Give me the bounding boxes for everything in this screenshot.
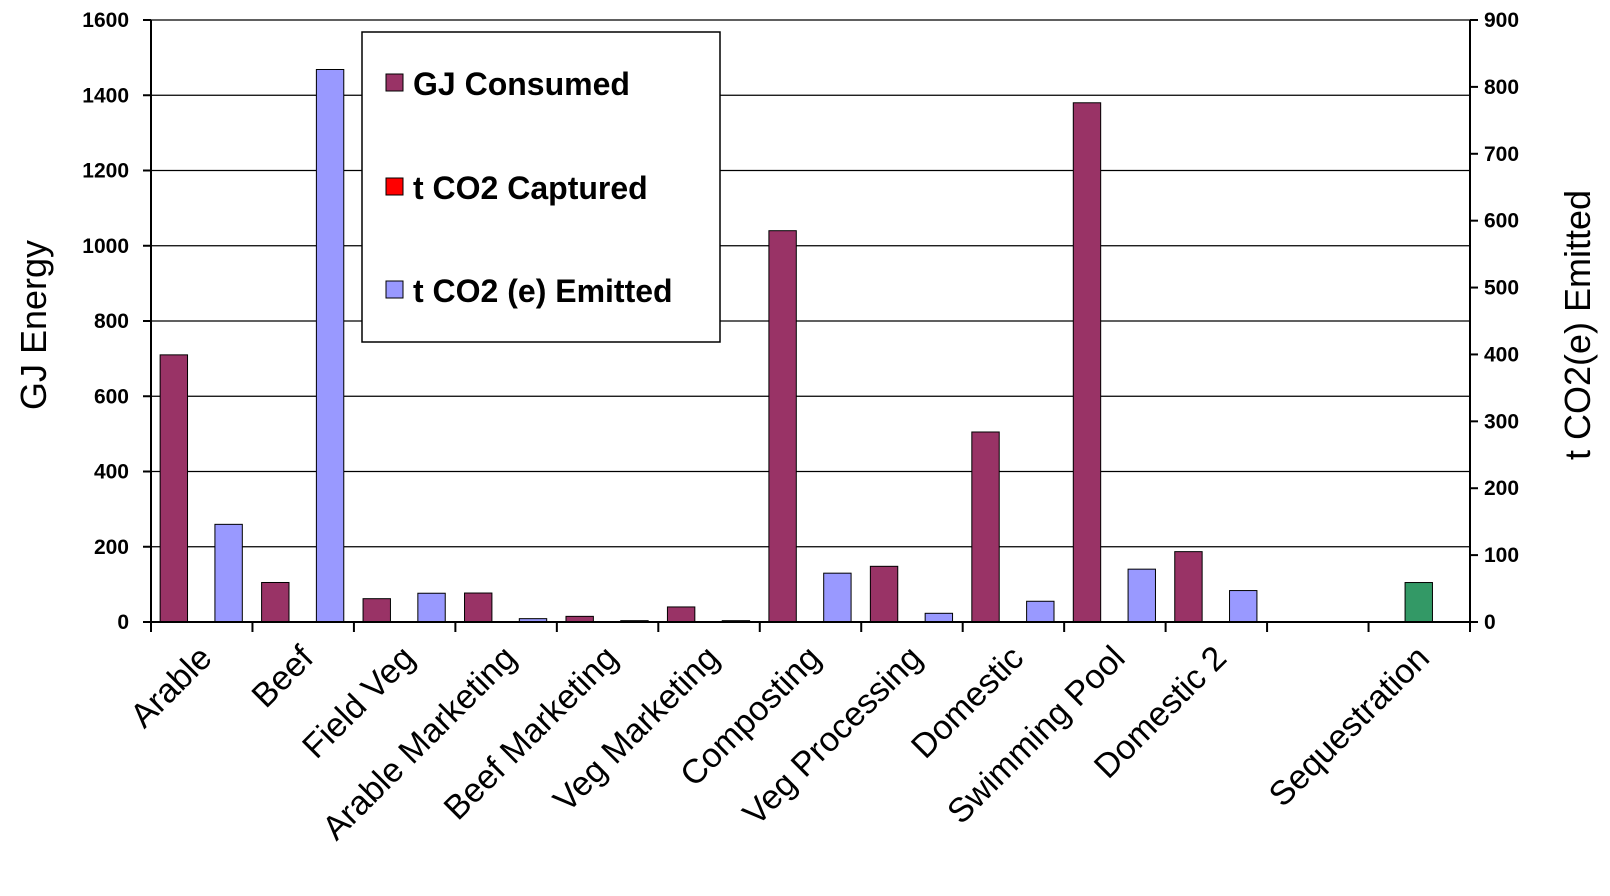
y-ticks-left: 0 200 400 600 800 1000 1200 1400 1600 [82, 9, 151, 634]
y-ticks-right: 0 100 200 300 400 500 600 700 800 900 [1470, 9, 1519, 634]
gridlines [151, 19, 1470, 548]
y-tick-label: 1600 [82, 9, 129, 32]
legend: GJ Consumed t CO2 Captured t CO2 (e) Emi… [361, 31, 721, 343]
x-tick-label: Beef Marketing [437, 639, 626, 828]
bar-t-co2-e-emitted-8 [1026, 600, 1055, 623]
bar-t-co2-e-emitted-0 [214, 523, 243, 623]
legend-box [361, 31, 721, 343]
y-tick-label: 1200 [82, 160, 129, 183]
bar-t-co2-e-emitted-1 [315, 68, 345, 623]
bar-t-co2-e-emitted-2 [417, 592, 446, 623]
y-tick-label: 0 [117, 611, 129, 634]
bar-gj-consumed-5 [666, 606, 696, 623]
bar-t-co2-e-emitted-9 [1127, 568, 1156, 623]
bar-gj-consumed-1 [261, 581, 290, 623]
bar-gj-consumed-2 [362, 598, 391, 623]
y2-axis-title: t CO2(e) Emitted [1557, 190, 1598, 460]
legend-swatch-co2-emitted [385, 280, 404, 299]
y-tick-label: 400 [94, 461, 129, 484]
y-axis-title: GJ Energy [13, 240, 54, 410]
legend-entry-co2-captured: t CO2 Captured [385, 170, 648, 206]
bar-t-co2-e-emitted-7 [924, 612, 954, 623]
legend-label-gj-consumed: GJ Consumed [413, 66, 630, 102]
bar-gj-consumed-8 [971, 431, 1000, 623]
legend-label-co2-emitted: t CO2 (e) Emitted [413, 273, 673, 309]
bar-sequestration [1404, 582, 1433, 623]
x-tick-label: Swimming Pool [940, 639, 1133, 832]
y2-tick-label: 800 [1484, 76, 1519, 99]
bar-gj-consumed-7 [869, 565, 899, 623]
y-tick-label: 200 [94, 536, 129, 559]
y2-tick-label: 700 [1484, 143, 1519, 166]
legend-entry-co2-emitted: t CO2 (e) Emitted [385, 273, 673, 309]
y2-tick-label: 0 [1484, 611, 1496, 634]
legend-swatch-co2-captured [385, 177, 404, 196]
legend-entry-gj-consumed: GJ Consumed [385, 66, 630, 102]
y-tick-label: 1000 [82, 235, 129, 258]
legend-swatch-gj-consumed [385, 73, 404, 92]
y2-tick-label: 900 [1484, 9, 1519, 32]
x-tick-label: Sequestration [1262, 639, 1437, 814]
y2-tick-label: 600 [1484, 210, 1519, 233]
y2-tick-label: 300 [1484, 410, 1519, 433]
legend-label-co2-captured: t CO2 Captured [413, 170, 648, 206]
x-tick-label: Veg Processing [736, 639, 930, 833]
bar-t-co2-e-emitted-10 [1229, 590, 1258, 623]
x-tick-label: Arable Marketing [315, 639, 524, 848]
y-tick-label: 600 [94, 385, 129, 408]
bar-gj-consumed-0 [159, 354, 189, 623]
x-tick-label: Arable [123, 639, 219, 735]
x-tick-label: Beef [245, 638, 322, 715]
bar-gj-consumed-10 [1174, 551, 1203, 623]
bar-gj-consumed-3 [464, 592, 493, 623]
bar-gj-consumed-6 [768, 230, 797, 623]
y-tick-label: 1400 [82, 84, 129, 107]
y-tick-label: 800 [94, 310, 129, 333]
bar-gj-consumed-9 [1072, 102, 1102, 623]
y2-tick-label: 100 [1484, 544, 1519, 567]
bars [159, 68, 1433, 623]
bar-t-co2-e-emitted-6 [823, 572, 852, 623]
y2-tick-label: 500 [1484, 277, 1519, 300]
y2-tick-label: 200 [1484, 477, 1519, 500]
y2-tick-label: 400 [1484, 343, 1519, 366]
